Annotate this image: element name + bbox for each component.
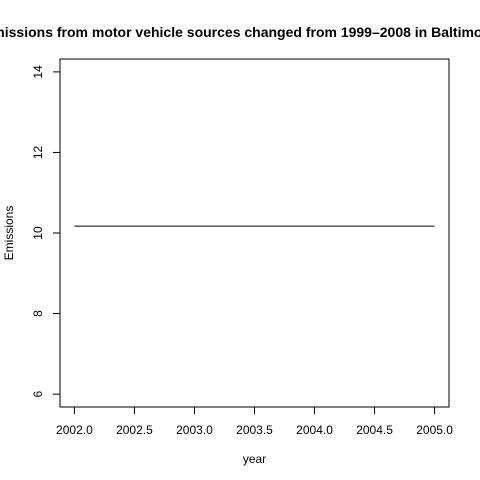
y-axis-label: Emissions	[2, 206, 16, 261]
x-tick-label: 2002.0	[56, 423, 93, 437]
y-axis: 6 8 10 12 14	[31, 65, 61, 397]
x-tick-label: 2003.5	[236, 423, 273, 437]
chart-title: Emissions from motor vehicle sources cha…	[0, 24, 480, 40]
y-tick-label: 8	[31, 310, 45, 317]
x-tick-label: 2002.5	[116, 423, 153, 437]
y-tick-label: 14	[31, 65, 45, 79]
x-tick-label: 2004.0	[296, 423, 333, 437]
y-tick-label: 10	[31, 226, 45, 240]
x-tick-label: 2004.5	[356, 423, 393, 437]
x-axis: 2002.0 2002.5 2003.0 2003.5 2004.0 2004.5 2005…	[56, 406, 453, 437]
plot-box	[59, 58, 450, 408]
y-tick-label: 6	[31, 390, 45, 397]
x-axis-label: year	[243, 452, 266, 466]
y-tick-label: 12	[31, 145, 45, 159]
x-tick-label: 2003.0	[176, 423, 213, 437]
x-tick-label: 2005.0	[416, 423, 453, 437]
